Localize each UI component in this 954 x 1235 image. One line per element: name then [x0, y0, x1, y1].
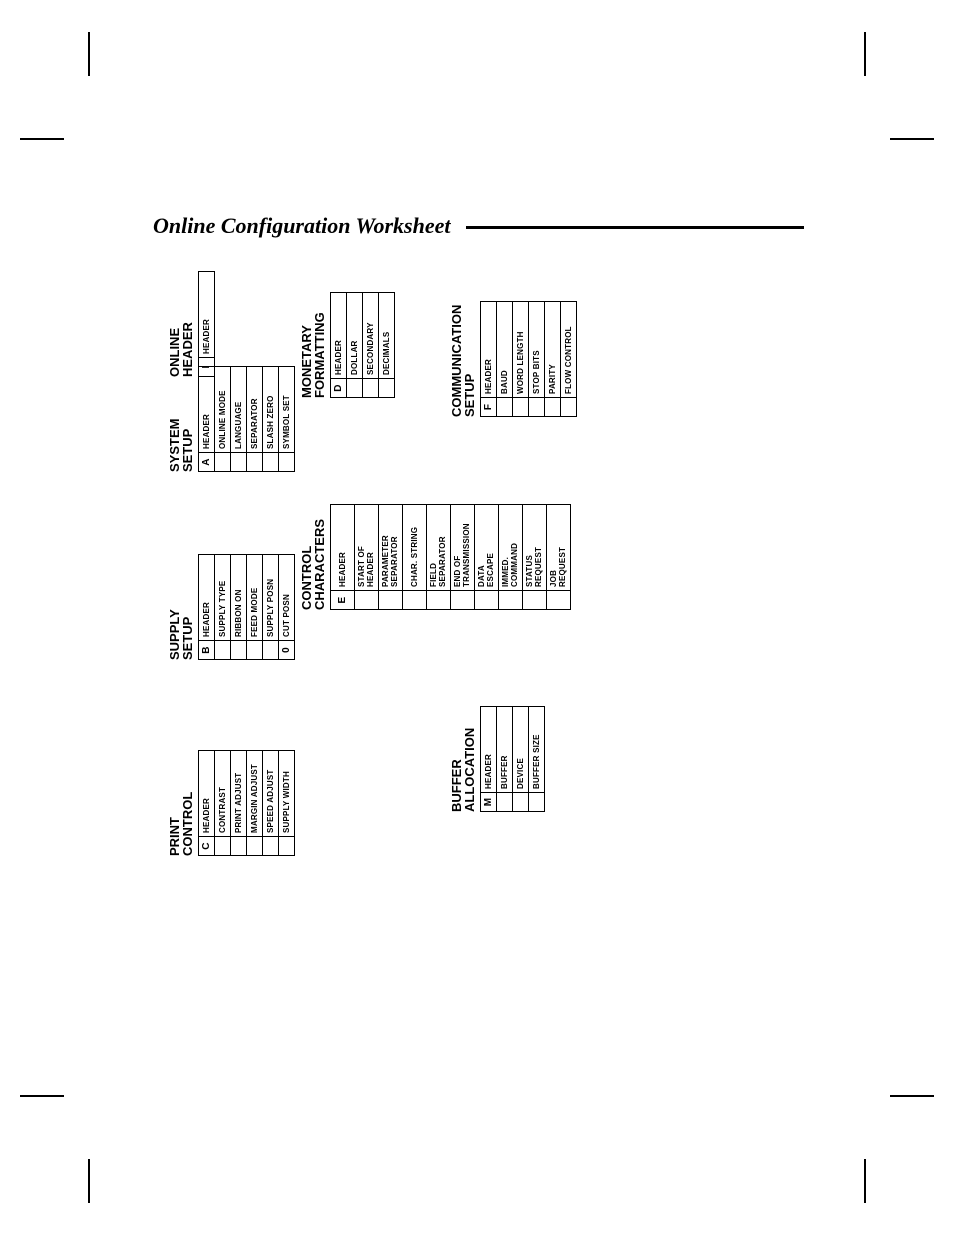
group-print-control: PRINT CONTROL C HEADER CONTRAST PRINT AD…: [168, 750, 295, 856]
code-cell: 0: [278, 641, 294, 660]
label-cell: HEADER: [480, 707, 496, 793]
label-cell: STOP BITS: [528, 302, 544, 398]
table-online-header: I HEADER: [198, 271, 215, 377]
label-cell: HEADER: [198, 367, 214, 453]
label-cell: BUFFER: [496, 707, 512, 793]
heading-line: ALLOCATION: [462, 728, 477, 812]
label-cell: FLOW CONTROL: [560, 302, 576, 398]
table-system-setup: A HEADER ONLINE MODE LANGUAGE SEPARATOR …: [198, 366, 295, 472]
label-cell: BUFFER SIZE: [528, 707, 544, 793]
group-control-characters: CONTROL CHARACTERS E HEADER START OFHEAD…: [300, 504, 571, 610]
content-area: ONLINE HEADER I HEADER SYSTEM SETUP A HE…: [150, 300, 804, 1085]
label-cell: RIBBON ON: [230, 555, 246, 641]
label-cell: SYMBOL SET: [278, 367, 294, 453]
heading-line: SETUP: [462, 374, 477, 417]
crop-mark: [864, 32, 866, 76]
crop-mark: [20, 1095, 64, 1097]
crop-mark: [88, 1159, 90, 1203]
label-cell: END OFTRANSMISSION: [450, 505, 474, 591]
label-cell: MARGIN ADJUST: [246, 751, 262, 837]
heading-line: FORMATTING: [312, 312, 327, 398]
label-cell: HEADER: [330, 293, 346, 379]
label-cell: CONTRAST: [214, 751, 230, 837]
code-cell: E: [330, 591, 354, 610]
group-monetary-formatting: MONETARY FORMATTING D HEADER DOLLAR SECO…: [300, 292, 395, 398]
label-cell: DATAESCAPE: [474, 505, 498, 591]
label-cell: HEADER: [198, 751, 214, 837]
label-cell: IMMED.COMMAND: [498, 505, 522, 591]
code-cell: A: [198, 453, 214, 472]
label-cell: SUPPLY TYPE: [214, 555, 230, 641]
label-cell: DECIMALS: [378, 293, 394, 379]
table-monetary: D HEADER DOLLAR SECONDARY DECIMALS: [330, 292, 395, 398]
crop-mark: [88, 32, 90, 76]
label-cell: JOBREQUEST: [546, 505, 570, 591]
table-control-characters: E HEADER START OFHEADER PARAMETERSEPARAT…: [330, 504, 571, 610]
label-cell: HEADER: [198, 272, 214, 358]
label-cell: DEVICE: [512, 707, 528, 793]
label-cell: PARAMETERSEPARATOR: [378, 505, 402, 591]
heading-line: SETUP: [180, 617, 195, 660]
label-cell: PARITY: [544, 302, 560, 398]
label-cell: STATUSREQUEST: [522, 505, 546, 591]
label-cell: CUT POSN: [278, 555, 294, 641]
label-cell: LANGUAGE: [230, 367, 246, 453]
label-cell: PRINT ADJUST: [230, 751, 246, 837]
group-system-setup: SYSTEM SETUP A HEADER ONLINE MODE LANGUA…: [168, 366, 295, 472]
code-cell: C: [198, 837, 214, 856]
label-cell: START OFHEADER: [354, 505, 378, 591]
label-cell: HEADER: [480, 302, 496, 398]
table-communication-setup: F HEADER BAUD WORD LENGTH STOP BITS PARI…: [480, 301, 577, 417]
code-cell: F: [480, 398, 496, 417]
heading-line: CONTROL: [180, 792, 195, 856]
group-communication-setup: COMMUNICATION SETUP F HEADER BAUD WORD L…: [450, 301, 577, 417]
group-supply-setup: SUPPLY SETUP B HEADER SUPPLY TYPE RIBBON…: [168, 554, 295, 660]
code-cell: B: [198, 641, 214, 660]
label-cell: SPEED ADJUST: [262, 751, 278, 837]
label-cell: CHAR. STRING: [402, 505, 426, 591]
heading-line: SETUP: [180, 429, 195, 472]
label-cell: BAUD: [496, 302, 512, 398]
page-title: Online Configuration Worksheet: [153, 213, 450, 239]
group-online-header: ONLINE HEADER I HEADER: [168, 271, 215, 377]
worksheet-page: Online Configuration Worksheet ONLINE HE…: [0, 0, 954, 1235]
table-print-control: C HEADER CONTRAST PRINT ADJUST MARGIN AD…: [198, 750, 295, 856]
label-cell: HEADER: [330, 505, 354, 591]
label-cell: SECONDARY: [362, 293, 378, 379]
code-cell: M: [480, 793, 496, 812]
crop-mark: [890, 1095, 934, 1097]
crop-mark: [20, 138, 64, 140]
table-supply-setup: B HEADER SUPPLY TYPE RIBBON ON FEED MODE…: [198, 554, 295, 660]
crop-mark: [890, 138, 934, 140]
crop-mark: [864, 1159, 866, 1203]
label-cell: SUPPLY WIDTH: [278, 751, 294, 837]
label-cell: HEADER: [198, 555, 214, 641]
group-buffer-allocation: BUFFER ALLOCATION M HEADER BUFFER DEVICE…: [450, 706, 545, 812]
heading-line: CHARACTERS: [312, 519, 327, 610]
title-rule: [466, 226, 804, 229]
label-cell: SEPARATOR: [246, 367, 262, 453]
label-cell: SLASH ZERO: [262, 367, 278, 453]
label-cell: FIELDSEPARATOR: [426, 505, 450, 591]
label-cell: SUPPLY POSN: [262, 555, 278, 641]
code-cell: D: [330, 379, 346, 398]
label-cell: DOLLAR: [346, 293, 362, 379]
table-buffer-allocation: M HEADER BUFFER DEVICE BUFFER SIZE: [480, 706, 545, 812]
label-cell: ONLINE MODE: [214, 367, 230, 453]
label-cell: FEED MODE: [246, 555, 262, 641]
label-cell: WORD LENGTH: [512, 302, 528, 398]
